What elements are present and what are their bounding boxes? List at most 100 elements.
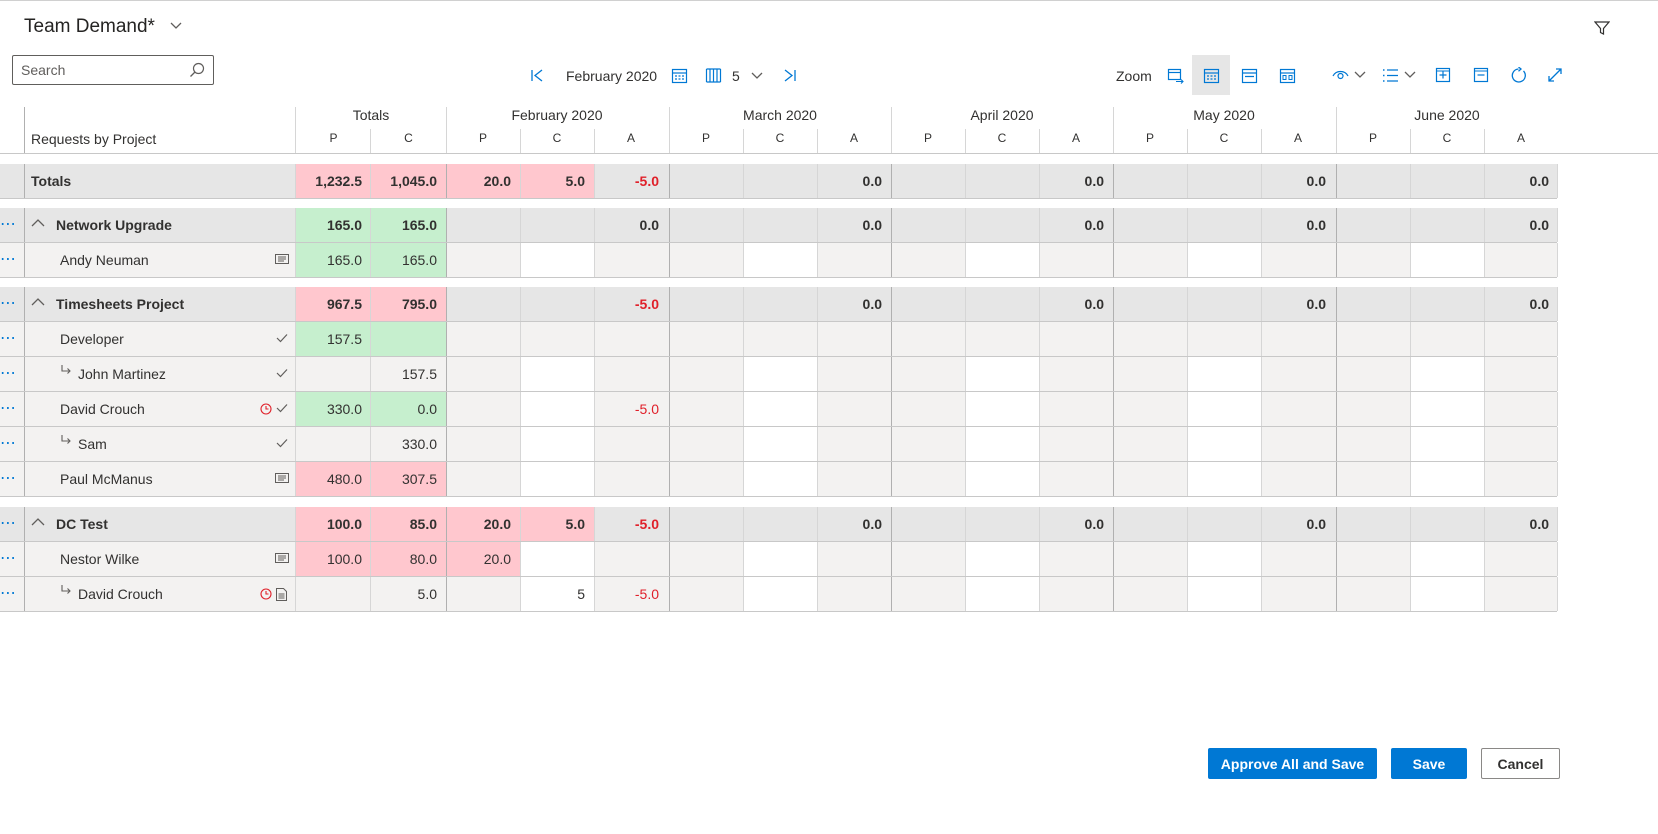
month-committed-cell[interactable] (965, 392, 1039, 426)
month-committed-cell[interactable] (1410, 243, 1484, 277)
row-more-icon[interactable]: ⋯ (0, 550, 17, 567)
refresh-button[interactable] (1503, 60, 1533, 90)
month-committed-cell[interactable] (965, 542, 1039, 576)
month-committed-cell[interactable] (1410, 322, 1484, 356)
month-committed-cell[interactable] (1410, 427, 1484, 461)
month-committed-cell[interactable] (965, 577, 1039, 611)
search-box[interactable] (12, 55, 214, 85)
month-committed-cell[interactable] (1187, 243, 1261, 277)
divider (446, 392, 447, 426)
month-committed-cell[interactable] (743, 462, 817, 496)
month-committed-cell[interactable] (743, 322, 817, 356)
row-more-icon[interactable]: ⋯ (0, 330, 17, 347)
clock-icon[interactable] (260, 588, 272, 600)
resource-card-icon[interactable] (275, 553, 289, 563)
chevron-up-icon[interactable] (31, 218, 45, 227)
zoom-fit-button[interactable] (1160, 60, 1190, 90)
month-committed-cell[interactable] (743, 542, 817, 576)
collapse-all-button[interactable] (1466, 60, 1496, 90)
divider (1039, 392, 1040, 426)
row-border (0, 461, 1557, 462)
month-committed-cell[interactable] (520, 427, 594, 461)
filter-icon[interactable] (1594, 20, 1610, 36)
columns-icon[interactable] (705, 68, 722, 83)
zoom-quarter-button[interactable] (1234, 60, 1264, 90)
month-committed-cell[interactable] (1410, 357, 1484, 391)
zoom-month-button[interactable] (1192, 55, 1230, 95)
month-committed-cell[interactable] (1187, 357, 1261, 391)
month-committed-cell[interactable] (965, 243, 1039, 277)
clock-icon[interactable] (260, 403, 272, 415)
current-period[interactable]: February 2020 (566, 68, 658, 84)
chevron-down-icon[interactable] (170, 22, 182, 30)
search-input[interactable] (21, 62, 186, 78)
save-button[interactable]: Save (1391, 748, 1467, 779)
month-committed-cell[interactable] (1187, 427, 1261, 461)
month-committed-cell[interactable] (965, 357, 1039, 391)
month-committed-cell[interactable] (743, 577, 817, 611)
month-committed-cell[interactable] (965, 427, 1039, 461)
month-committed-cell[interactable] (743, 243, 817, 277)
month-committed-cell[interactable] (520, 462, 594, 496)
view-options-button[interactable] (1328, 62, 1370, 88)
month-committed-cell[interactable] (520, 357, 594, 391)
cancel-button[interactable]: Cancel (1481, 748, 1560, 779)
expand-all-button[interactable] (1428, 60, 1458, 90)
month-committed-cell[interactable] (520, 322, 594, 356)
divider (1410, 507, 1411, 541)
divider (1187, 577, 1188, 611)
month-committed-cell[interactable]: 5 (520, 577, 594, 611)
chevron-up-icon[interactable] (31, 517, 45, 526)
month-committed-cell[interactable] (1187, 392, 1261, 426)
zoom-year-button[interactable] (1272, 60, 1302, 90)
month-committed-cell[interactable] (1187, 462, 1261, 496)
list-options-button[interactable] (1378, 62, 1420, 88)
month-committed-cell[interactable] (1187, 322, 1261, 356)
column-count[interactable]: 5 (732, 68, 740, 84)
calendar-icon[interactable] (671, 67, 688, 84)
row-more-icon[interactable]: ⋯ (0, 400, 17, 417)
chevron-up-icon[interactable] (31, 297, 45, 306)
month-committed-cell[interactable] (743, 357, 817, 391)
row-more-icon[interactable]: ⋯ (0, 435, 17, 452)
month-committed-cell[interactable] (520, 542, 594, 576)
checkmark-icon[interactable] (276, 368, 288, 378)
approve-all-and-save-button[interactable]: Approve All and Save (1208, 748, 1377, 779)
row-more-icon[interactable]: ⋯ (0, 295, 17, 312)
month-committed-cell[interactable] (965, 462, 1039, 496)
resource-card-icon[interactable] (275, 473, 289, 483)
month-committed-cell[interactable] (1410, 577, 1484, 611)
month-planned-cell (1336, 392, 1410, 426)
month-committed-cell[interactable] (743, 392, 817, 426)
month-committed-cell[interactable] (1410, 462, 1484, 496)
month-committed-cell[interactable] (1187, 542, 1261, 576)
month-committed-cell[interactable] (965, 322, 1039, 356)
checkmark-icon[interactable] (276, 403, 288, 413)
row-more-icon[interactable]: ⋯ (0, 365, 17, 382)
row-more-icon[interactable]: ⋯ (0, 470, 17, 487)
refresh-icon (1511, 66, 1526, 83)
month-actual-cell (1039, 243, 1113, 277)
document-icon[interactable] (276, 588, 287, 601)
month-committed-cell[interactable] (520, 243, 594, 277)
month-committed-cell[interactable] (743, 427, 817, 461)
month-committed-cell[interactable] (1187, 577, 1261, 611)
month-committed-cell[interactable] (1410, 542, 1484, 576)
page-title[interactable]: Team Demand* (24, 16, 155, 37)
row-more-icon[interactable]: ⋯ (0, 585, 17, 602)
first-period-icon[interactable] (530, 68, 545, 83)
row-more-icon[interactable]: ⋯ (0, 251, 17, 268)
row-more-icon[interactable]: ⋯ (0, 515, 17, 532)
month-planned-cell (891, 507, 965, 541)
resource-card-icon[interactable] (275, 254, 289, 264)
month-committed-cell[interactable] (520, 392, 594, 426)
chevron-down-icon[interactable] (751, 72, 763, 80)
checkmark-icon[interactable] (276, 438, 288, 448)
search-icon[interactable] (189, 62, 205, 78)
fullscreen-button[interactable] (1540, 60, 1570, 90)
last-period-icon[interactable] (782, 68, 797, 83)
checkmark-icon[interactable] (276, 333, 288, 343)
divider (446, 164, 447, 198)
row-more-icon[interactable]: ⋯ (0, 216, 17, 233)
month-committed-cell[interactable] (1410, 392, 1484, 426)
